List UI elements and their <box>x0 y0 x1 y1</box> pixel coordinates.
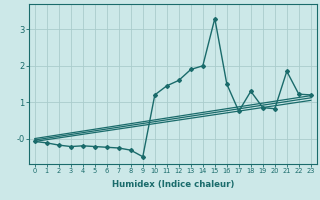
X-axis label: Humidex (Indice chaleur): Humidex (Indice chaleur) <box>112 180 234 189</box>
